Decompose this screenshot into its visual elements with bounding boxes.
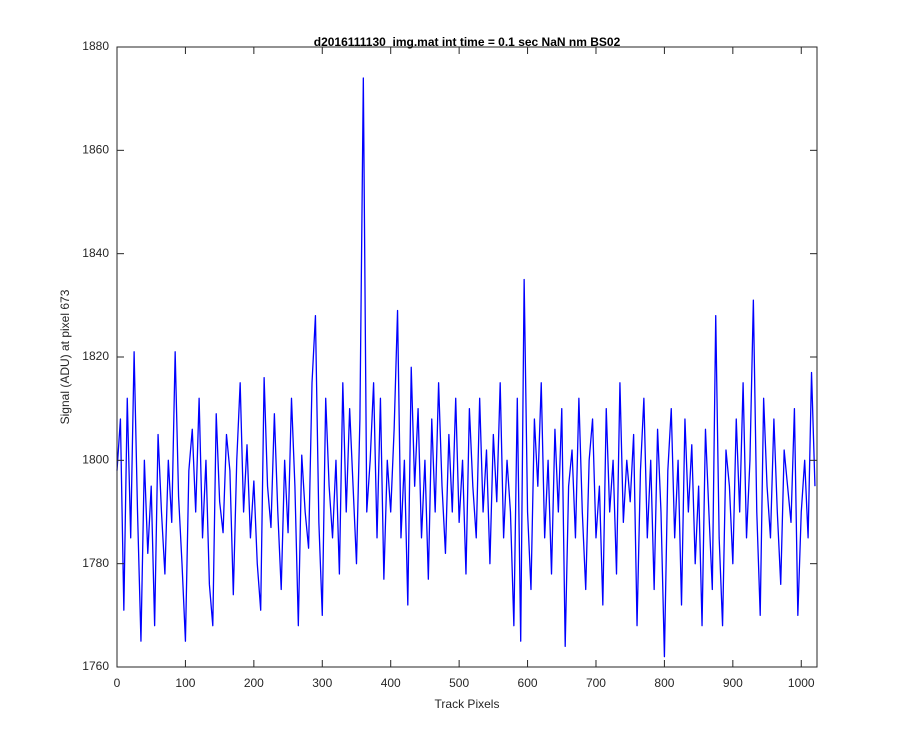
y-tick-label: 1840 xyxy=(82,246,109,260)
x-tick-label: 900 xyxy=(723,676,743,690)
x-tick-label: 0 xyxy=(114,676,121,690)
data-line xyxy=(116,77,816,658)
x-tick-label: 1000 xyxy=(788,676,815,690)
y-tick-label: 1860 xyxy=(82,143,109,157)
x-axis-label: Track Pixels xyxy=(435,697,500,711)
x-tick-label: 600 xyxy=(518,676,538,690)
x-tick-label: 400 xyxy=(381,676,401,690)
plot-area xyxy=(116,77,816,658)
y-tick-label: 1780 xyxy=(82,556,109,570)
x-tick-label: 100 xyxy=(175,676,195,690)
y-tick-label: 1820 xyxy=(82,349,109,363)
x-tick-label: 200 xyxy=(244,676,264,690)
y-tick-label: 1800 xyxy=(82,453,109,467)
chart-title: d2016111130_img.mat int time = 0.1 sec N… xyxy=(314,35,621,49)
x-tick-label: 300 xyxy=(312,676,332,690)
y-tick-label: 1880 xyxy=(82,39,109,53)
x-tick-label: 700 xyxy=(586,676,606,690)
y-tick-label: 1760 xyxy=(82,659,109,673)
y-axis-label: Signal (ADU) at pixel 673 xyxy=(58,289,72,424)
x-tick-label: 800 xyxy=(654,676,674,690)
x-tick-label: 500 xyxy=(449,676,469,690)
